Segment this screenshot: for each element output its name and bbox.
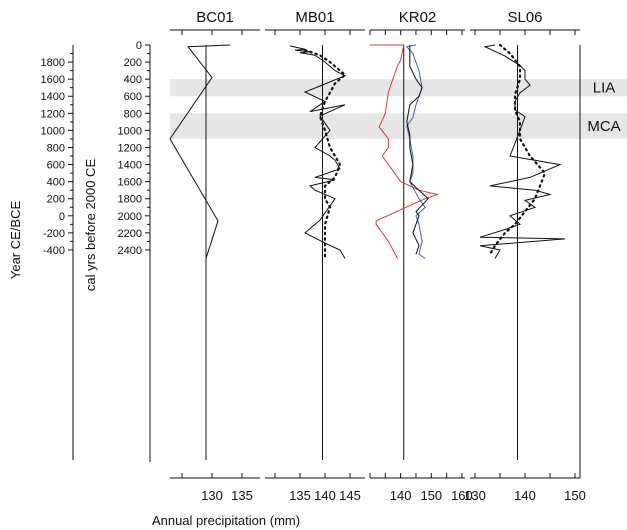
left-axis-tick-label: 400	[47, 177, 65, 189]
left-axis-tick-label: 1600	[41, 74, 65, 86]
panel-tick-label: 130	[201, 488, 223, 503]
series-kr02-red-solid	[370, 44, 440, 259]
panel-tick-label: 140	[514, 488, 536, 503]
left-axis-tick-label: 1000	[41, 125, 65, 137]
left-axis-title: Year CE/BCE	[8, 201, 23, 280]
inner-axis-tick-label: 1000	[118, 125, 142, 137]
series-sl06-black-dotted	[488, 43, 547, 256]
inner-axis-tick-label: 1200	[118, 142, 142, 154]
series-sl06-black-solid	[479, 44, 566, 259]
panel-title-sl06: SL06	[507, 9, 542, 26]
panel-kr02: KR02 140 150 160	[369, 9, 473, 503]
left-axis-tick-label: 0	[59, 211, 65, 223]
inner-axis-tick-label: 2400	[118, 245, 142, 257]
band-label-mca: MCA	[587, 118, 620, 135]
left-axis-tick-label: 1400	[41, 91, 65, 103]
panel-tick-label: 150	[420, 488, 442, 503]
left-axis-tick-label: 1200	[41, 108, 65, 120]
series-kr02-black-solid	[406, 45, 429, 255]
panel-tick-label: 140	[390, 488, 412, 503]
left-axis-tick-label: 800	[47, 142, 65, 154]
inner-axis-tick-label: 400	[124, 74, 142, 86]
band-lia	[170, 79, 627, 97]
inner-axis-tick-label: 800	[124, 108, 142, 120]
left-axis-tick-label: 1800	[41, 57, 65, 69]
x-axis-title: Annual precipitation (mm)	[152, 513, 300, 528]
panel-tick-label: 135	[289, 488, 311, 503]
right-axis-title: cal yrs before 2000 CE	[83, 159, 98, 292]
inner-axis-tick-label: 1400	[118, 160, 142, 172]
panel-bc01: BC01 130 135	[169, 9, 260, 503]
panel-tick-label: 135	[231, 488, 253, 503]
left-axis-tick-label: 200	[47, 194, 65, 206]
series-bc01-black-solid	[169, 44, 231, 259]
series-mb01-black-solid	[289, 45, 347, 259]
axes: 180016001400120010008006004002000-200-40…	[41, 40, 581, 478]
inner-axis-tick-label: 2200	[118, 228, 142, 240]
band-label-lia: LIA	[593, 80, 616, 97]
inner-axis-tick-label: 200	[124, 57, 142, 69]
panel-tick-label: 150	[564, 488, 586, 503]
panel-tick-label: 130	[464, 488, 486, 503]
panel-title-mb01: MB01	[295, 9, 334, 26]
panel-tick-label: 140	[314, 488, 336, 503]
inner-axis-tick-label: 1600	[118, 177, 142, 189]
series-kr02-blue-solid	[405, 44, 426, 259]
panel-tick-label: 160	[451, 488, 473, 503]
panel-tick-label: 145	[339, 488, 361, 503]
inner-axis-tick-label: 2000	[118, 211, 142, 223]
panel-sl06: SL06 130 140 150	[464, 9, 586, 503]
series-mb01-black-dotted	[303, 49, 347, 260]
inner-axis-tick-label: 600	[124, 91, 142, 103]
left-axis-tick-label: -200	[43, 228, 65, 240]
left-axis-tick-label: -400	[43, 245, 65, 257]
left-axis-tick-label: 600	[47, 160, 65, 172]
panel-title-bc01: BC01	[196, 9, 234, 26]
inner-axis-tick-label: 1800	[118, 194, 142, 206]
inner-axis-tick-label: 0	[136, 40, 142, 52]
panel-title-kr02: KR02	[399, 9, 437, 26]
climate-period-bands: LIA MCA	[170, 79, 627, 139]
band-mca	[170, 113, 627, 139]
panel-mb01: MB01 135 140 145	[265, 9, 365, 503]
